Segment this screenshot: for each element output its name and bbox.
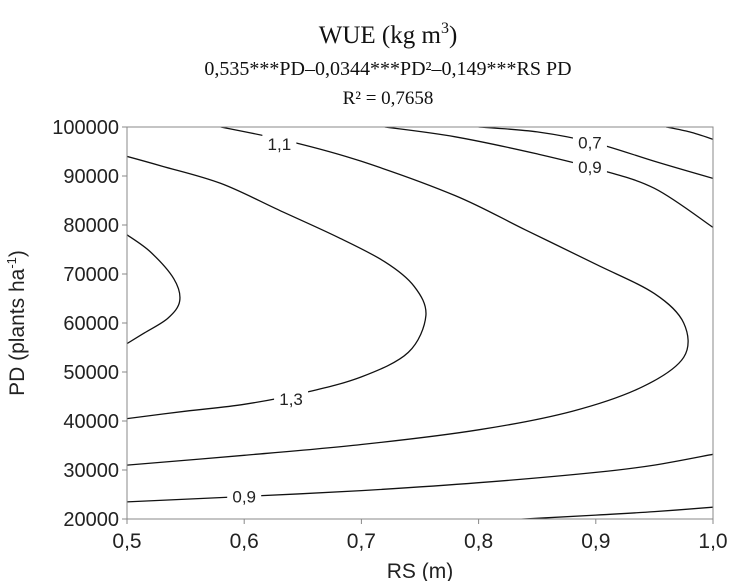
- y-tick-label: 60000: [63, 313, 119, 335]
- contour-line-2: [127, 127, 689, 466]
- y-axis-label: PD (plants ha-1): [4, 250, 29, 396]
- x-tick-label: 0,7: [347, 530, 376, 553]
- contour-label: 1,3: [279, 390, 303, 409]
- chart-title-close: ): [449, 22, 457, 49]
- chart-equation: 0,535***PD–0,0344***PD²–0,149***RS PD: [204, 58, 571, 80]
- contour-label-bg: [262, 133, 297, 156]
- contour-label-bg: [274, 387, 309, 410]
- plot-frame: [126, 126, 714, 520]
- y-axis-label-superscript: -1: [4, 257, 19, 269]
- y-tick-label: 40000: [63, 411, 119, 433]
- y-tick-label: 80000: [63, 215, 119, 237]
- chart-title: WUE (kg m3): [319, 20, 458, 49]
- contour-lines: [127, 127, 713, 519]
- contour-label: 0,9: [578, 158, 602, 177]
- contour-line-7: [665, 127, 713, 140]
- contour-label-bg: [572, 156, 607, 179]
- x-tick-label: 0,9: [581, 530, 610, 553]
- y-axis: 20000 30000 40000 50000 60000 70000 80000 90000…: [52, 117, 127, 531]
- contour-label: 0,9: [232, 487, 256, 506]
- contour-line-1: [127, 155, 427, 420]
- x-axis-label: RS (m): [387, 560, 454, 581]
- y-tick-label: 30000: [63, 460, 119, 482]
- contour-line-5: [512, 506, 713, 519]
- contour-line-0: [127, 234, 181, 345]
- contour-labels: 1,3 1,1 0,9 0,9 0,7: [227, 131, 607, 508]
- y-tick-label: 100000: [52, 117, 119, 139]
- x-tick-label: 0,5: [112, 530, 141, 553]
- x-tick-label: 1,0: [698, 530, 727, 553]
- x-tick-label: 0,8: [464, 530, 493, 553]
- contour-line-4: [384, 127, 713, 228]
- contour-label: 0,7: [578, 134, 602, 153]
- y-tick-label: 70000: [63, 264, 119, 286]
- y-axis-label-close: ): [6, 250, 29, 257]
- chart-r-squared: R² = 0,7658: [343, 88, 434, 109]
- y-tick-label: 50000: [63, 362, 119, 384]
- x-axis: 0,5 0,6 0,7 0,8 0,9 1,0: [112, 519, 728, 553]
- chart-title-superscript: 3: [441, 20, 449, 37]
- contour-line-3: [127, 453, 713, 503]
- contour-label-bg: [227, 485, 262, 508]
- y-tick-label: 90000: [63, 166, 119, 188]
- y-tick-label: 20000: [63, 509, 119, 531]
- contour-label: 1,1: [268, 135, 292, 154]
- x-tick-label: 0,6: [230, 530, 259, 553]
- contour-label-bg: [572, 131, 607, 154]
